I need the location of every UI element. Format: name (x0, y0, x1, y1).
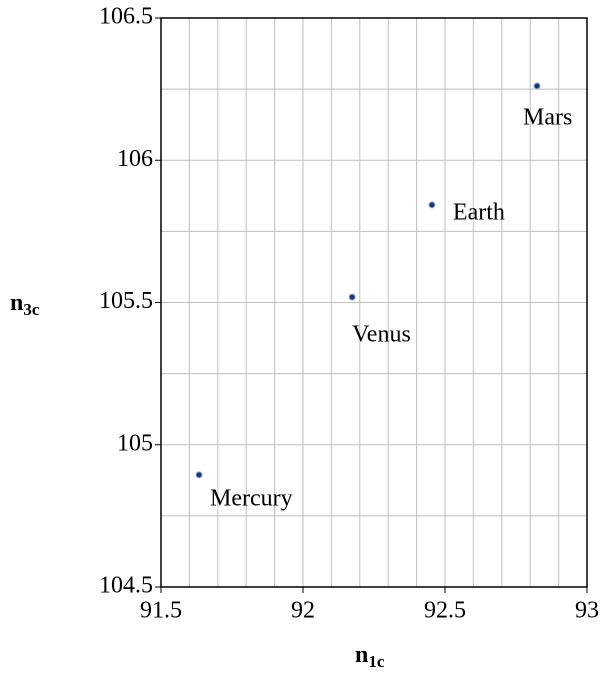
y-tick-label: 105.5 (99, 288, 153, 314)
point (195, 471, 203, 479)
y-tick-label: 105 (117, 430, 153, 456)
point-label: Mars (523, 104, 572, 130)
x-tick-label: 92 (291, 598, 315, 624)
plot-frame (160, 17, 588, 588)
x-tick-label: 92.5 (424, 598, 466, 624)
point (348, 293, 356, 301)
point (428, 201, 436, 209)
point-label: Venus (352, 322, 411, 348)
axis-label-sub: 3c (23, 300, 40, 319)
axis-label-main: n (355, 642, 368, 668)
y-tick-label: 104.5 (99, 573, 153, 599)
point-label: Mercury (210, 485, 293, 511)
y-tick-label: 106 (117, 146, 153, 172)
point-label: Earth (453, 199, 505, 225)
axis-label: n3c (10, 290, 40, 319)
y-tick-label: 106.5 (99, 4, 153, 30)
x-tick-label: 93 (575, 598, 599, 624)
axis-label: n1c (355, 642, 385, 671)
axis-label-main: n (10, 290, 23, 316)
axis-label-sub: 1c (368, 652, 385, 671)
point (533, 82, 541, 90)
x-tick-label: 91.5 (140, 598, 182, 624)
